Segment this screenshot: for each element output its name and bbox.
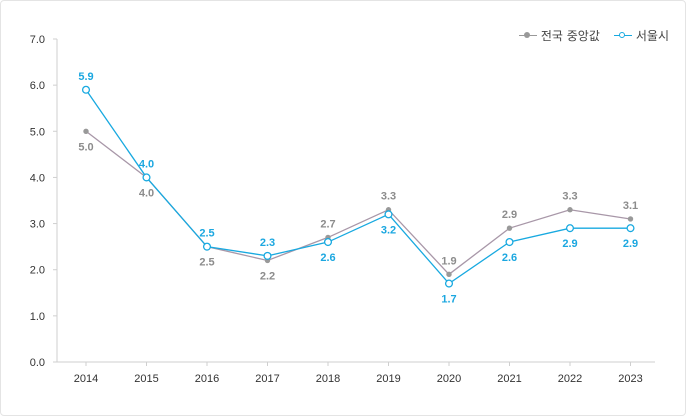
data-point-seoul (626, 224, 635, 233)
data-point-seoul (323, 237, 333, 247)
data-label-national: 3.3 (562, 191, 577, 203)
data-label-seoul: 2.5 (199, 228, 214, 240)
legend-swatch-seoul (613, 31, 632, 41)
data-point-seoul (565, 224, 575, 233)
data-label-national: 5.0 (78, 141, 93, 153)
data-label-seoul: 2.9 (562, 238, 577, 250)
data-point-seoul (444, 279, 454, 288)
data-point-national (83, 128, 89, 134)
x-tick-label: 2023 (618, 373, 642, 385)
data-point-seoul (263, 251, 272, 260)
data-point-seoul (505, 237, 514, 247)
data-label-seoul: 4.0 (139, 158, 154, 170)
x-tick-label: 2020 (437, 373, 461, 385)
chart-legend: 전국 중앙값 서울시 (518, 27, 669, 44)
legend-swatch-national (518, 31, 537, 41)
data-label-national: 3.3 (381, 191, 396, 203)
y-tick-label: 0.0 (30, 357, 45, 369)
x-tick-label: 2016 (195, 373, 219, 385)
data-point-seoul (202, 242, 212, 251)
data-point-seoul (142, 173, 151, 182)
data-point-national (446, 271, 452, 278)
legend-item-seoul: 서울시 (613, 27, 669, 44)
data-label-seoul: 3.2 (381, 224, 396, 236)
data-label-national: 1.9 (441, 255, 456, 267)
legend-label-seoul: 서울시 (635, 29, 669, 43)
series-line-seoul (85, 89, 631, 285)
data-label-seoul: 2.6 (320, 252, 335, 264)
y-tick-label: 5.0 (30, 126, 45, 138)
y-tick-label: 4.0 (30, 172, 45, 184)
x-tick-label: 2018 (316, 373, 340, 385)
data-point-national (567, 207, 573, 213)
data-label-seoul: 5.9 (78, 71, 93, 83)
y-tick-label: 7.0 (30, 34, 45, 46)
data-label-national: 2.5 (199, 257, 214, 269)
data-label-seoul: 1.7 (441, 294, 456, 306)
data-point-national (506, 225, 513, 231)
data-label-national: 2.9 (502, 209, 517, 221)
x-tick-label: 2014 (74, 373, 98, 385)
y-tick-label: 3.0 (30, 219, 45, 231)
data-label-national: 4.0 (139, 187, 154, 199)
x-tick-label: 2019 (376, 373, 400, 385)
data-point-seoul (384, 210, 393, 219)
data-label-national: 2.7 (320, 218, 335, 230)
series-line-national (85, 130, 631, 276)
x-tick-label: 2022 (558, 373, 582, 385)
data-label-seoul: 2.6 (502, 252, 517, 264)
x-tick-label: 2017 (255, 373, 279, 385)
data-label-seoul: 2.3 (260, 237, 275, 249)
data-label-national: 3.1 (623, 200, 638, 212)
data-point-national (627, 216, 634, 222)
data-label-national: 2.2 (260, 270, 275, 282)
legend-label-national: 전국 중앙값 (540, 29, 600, 43)
data-label-seoul: 2.9 (623, 238, 638, 250)
y-tick-label: 2.0 (30, 265, 45, 277)
legend-item-national: 전국 중앙값 (518, 27, 600, 44)
x-tick-label: 2015 (134, 373, 158, 385)
y-tick-label: 6.0 (30, 80, 45, 92)
x-tick-label: 2021 (497, 373, 521, 385)
data-point-seoul (81, 85, 91, 94)
y-tick-label: 1.0 (30, 311, 45, 323)
